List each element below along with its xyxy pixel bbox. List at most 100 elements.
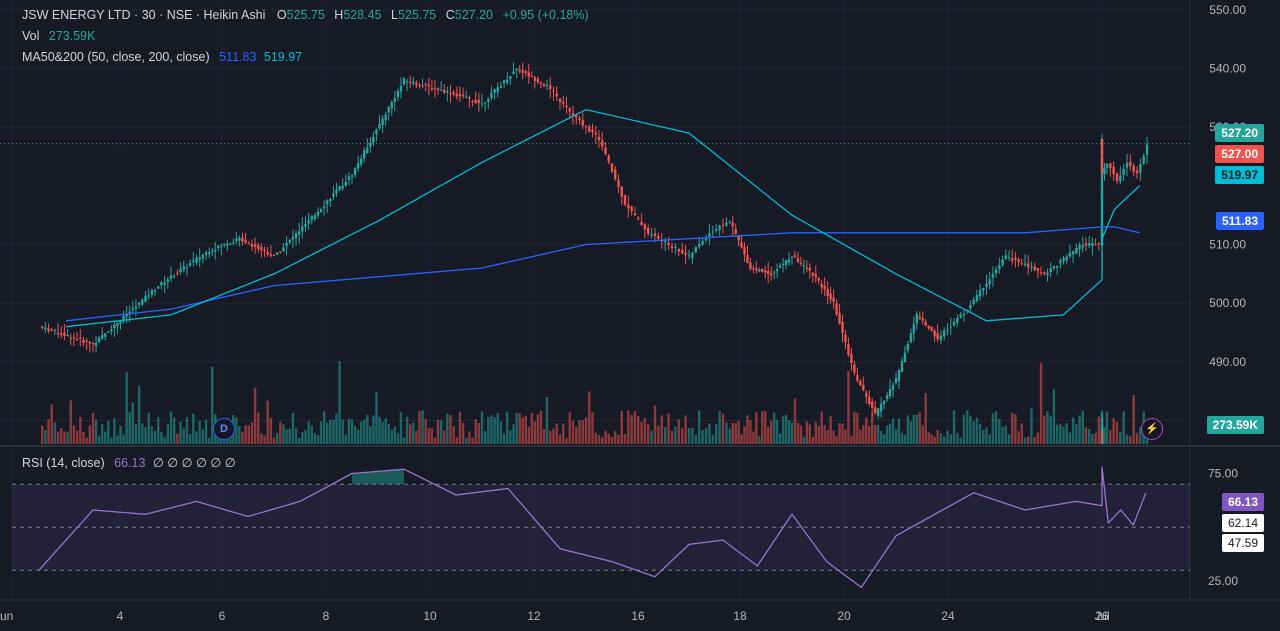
candle-body (241, 237, 244, 242)
volume-bar (1007, 434, 1011, 444)
candle-body (894, 378, 898, 383)
volume-bar (633, 410, 637, 444)
volume-bar (304, 429, 307, 444)
candle-body (856, 375, 859, 381)
candle-body (994, 269, 998, 273)
candle-body (1112, 166, 1115, 175)
candle-body (443, 89, 446, 93)
volume-bar (69, 400, 72, 444)
candle-body (257, 245, 260, 250)
candle-body (169, 275, 173, 279)
candle-body (841, 321, 844, 333)
dividend-marker[interactable]: D (213, 418, 235, 440)
volume-bar (701, 430, 704, 444)
volume-bar (691, 428, 694, 444)
candle-body (790, 257, 794, 259)
volume-bar (568, 412, 571, 444)
candle-body (985, 283, 988, 287)
volume-bar (549, 431, 552, 444)
volume-bar (116, 435, 119, 444)
candle-body (269, 253, 273, 256)
rsi-aux-tag-1: 62.14 (1221, 514, 1264, 532)
lightning-icon[interactable]: ⚡ (1141, 418, 1163, 440)
volume-bar (1039, 363, 1043, 444)
volume-bar (888, 423, 892, 444)
candle-body (433, 88, 437, 90)
candle-body (232, 242, 235, 244)
candle-body (796, 257, 800, 263)
volume-bar (288, 428, 291, 444)
y-tick-label: 510.00 (1209, 238, 1246, 252)
volume-bar (764, 411, 767, 444)
volume-bar (1010, 412, 1014, 444)
candle-body (946, 330, 949, 332)
volume-bar (859, 429, 862, 444)
candle-body (141, 299, 144, 305)
low-label: L (391, 8, 398, 22)
x-tick-label: 10 (423, 609, 437, 623)
candle-body (906, 343, 910, 351)
volume-bar (301, 432, 304, 444)
volume-bar (509, 430, 512, 444)
volume-bar (1119, 431, 1122, 444)
rsi-line (38, 466, 1147, 589)
candle-body (936, 333, 939, 340)
volume-bar (975, 417, 979, 444)
rsi-value: 66.13 (114, 456, 146, 470)
volume-bar (344, 434, 348, 444)
volume-bar (347, 419, 351, 444)
candle-body (244, 239, 247, 243)
volume-bar (160, 431, 163, 444)
volume-bar (657, 425, 660, 444)
volume-bar (104, 431, 107, 444)
volume-bar (415, 430, 418, 444)
candle-body (185, 267, 189, 269)
candle-body (670, 246, 674, 249)
candle-body (509, 75, 512, 79)
volume-bar (512, 424, 515, 444)
candle-body (859, 380, 862, 386)
candle-body (97, 337, 101, 343)
volume-bar (1046, 410, 1049, 444)
volume-bar (1059, 423, 1062, 444)
candle-body (708, 233, 711, 237)
rsi-y-tick-label: 75.00 (1208, 466, 1238, 480)
volume-bar (269, 417, 273, 444)
candle-body (562, 101, 565, 104)
candle-body (439, 89, 443, 91)
candle-body (909, 333, 913, 343)
volume-bar (408, 424, 412, 444)
volume-bar (471, 437, 474, 444)
candle-body (888, 388, 892, 397)
candle-body (446, 91, 449, 93)
candle-body (581, 119, 584, 126)
volume-bar (664, 427, 667, 444)
candle-body (307, 219, 310, 224)
volume-bar (853, 411, 856, 444)
candle-body (465, 96, 468, 98)
ma50-line (65, 108, 1140, 328)
candle-body (865, 392, 868, 397)
candle-body (188, 263, 192, 266)
candle-body (480, 103, 484, 105)
volume-bar (758, 436, 761, 444)
candle-body (942, 330, 946, 337)
candle-body (238, 237, 241, 241)
candle-body (53, 330, 57, 332)
volume-bar (521, 417, 524, 444)
candle-body (487, 99, 490, 102)
close-value: 527.20 (454, 8, 493, 22)
candle-body (372, 136, 375, 143)
volume-bar (263, 435, 266, 444)
candle-body (542, 83, 546, 86)
candle-body (47, 328, 50, 332)
volume-bar (637, 416, 640, 444)
rsi-legend: RSI (14, close) 66.13 ∅ ∅ ∅ ∅ ∅ ∅ (22, 455, 236, 470)
candle-body (179, 269, 182, 272)
candle-body (381, 118, 384, 125)
candle-body (250, 244, 254, 247)
volume-bar (918, 412, 921, 444)
candle-body (160, 281, 163, 286)
volume-bar (787, 420, 791, 444)
